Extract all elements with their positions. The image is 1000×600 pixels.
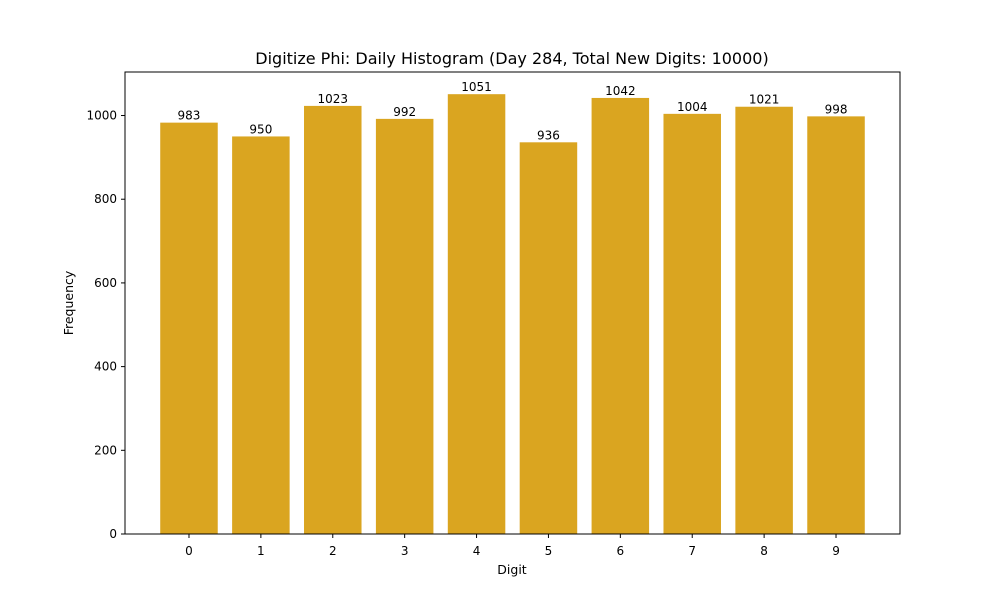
bar-7 bbox=[663, 113, 721, 534]
bar-9 bbox=[807, 116, 865, 534]
y-axis-ticks: 0 200 400 600 800 1000 bbox=[86, 109, 125, 541]
x-axis-label: Digit bbox=[497, 562, 527, 577]
bar-1 bbox=[232, 136, 290, 534]
x-tick-label: 9 bbox=[832, 544, 840, 558]
bar-value-label: 998 bbox=[825, 102, 848, 116]
y-tick-label: 200 bbox=[94, 443, 117, 457]
y-tick-label: 600 bbox=[94, 276, 117, 290]
x-axis-ticks: 0 1 2 3 4 5 6 7 8 9 bbox=[185, 534, 840, 558]
x-tick-label: 0 bbox=[185, 544, 193, 558]
bar-value-label: 1042 bbox=[605, 84, 636, 98]
bar-value-label: 992 bbox=[393, 105, 416, 119]
bar-2 bbox=[304, 105, 362, 535]
bar-value-label: 950 bbox=[249, 122, 272, 136]
bar-value-label: 1051 bbox=[461, 80, 492, 94]
x-tick-label: 6 bbox=[617, 544, 625, 558]
x-tick-label: 3 bbox=[401, 544, 409, 558]
x-tick-label: 8 bbox=[760, 544, 768, 558]
bar-6 bbox=[591, 97, 650, 535]
bar-value-label: 1021 bbox=[749, 93, 780, 107]
x-tick-label: 4 bbox=[473, 544, 481, 558]
bar-labels-group: 983 950 1023 992 1051 936 1042 1004 1021 998 bbox=[178, 80, 848, 142]
bar-value-label: 1004 bbox=[677, 100, 708, 114]
bar-0 bbox=[160, 122, 218, 535]
plot-frame bbox=[124, 71, 901, 535]
y-tick-label: 800 bbox=[94, 192, 117, 206]
y-tick-label: 1000 bbox=[86, 109, 117, 123]
y-axis-label: Frequency bbox=[61, 270, 76, 335]
x-tick-label: 1 bbox=[257, 544, 265, 558]
bar-value-label: 1023 bbox=[317, 92, 348, 106]
y-tick-label: 400 bbox=[94, 360, 117, 374]
x-tick-label: 7 bbox=[688, 544, 696, 558]
bar-3 bbox=[375, 118, 434, 534]
bar-8 bbox=[735, 106, 793, 534]
bar-5 bbox=[519, 142, 578, 534]
bar-value-label: 936 bbox=[537, 128, 560, 142]
y-tick-label: 0 bbox=[109, 527, 117, 541]
bar-4 bbox=[447, 94, 506, 534]
chart-title: Digitize Phi: Daily Histogram (Day 284, … bbox=[255, 49, 768, 68]
x-tick-label: 5 bbox=[545, 544, 553, 558]
bars-group bbox=[160, 94, 865, 535]
bar-value-label: 983 bbox=[178, 109, 201, 123]
x-tick-label: 2 bbox=[329, 544, 337, 558]
